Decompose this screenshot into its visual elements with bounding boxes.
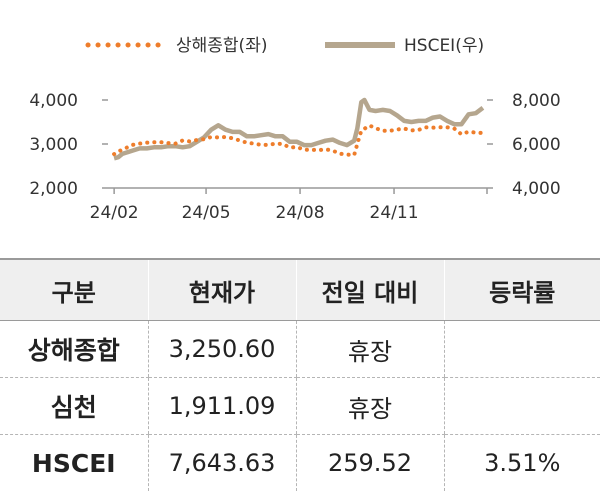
x-tick-label: 24/08	[276, 203, 325, 223]
legend-label-hscei: HSCEI(우)	[404, 36, 484, 56]
header-current-price: 현재가	[148, 259, 296, 321]
row-change-rate	[444, 321, 600, 378]
row-current-price: 7,643.63	[148, 435, 296, 491]
x-tick-label: 24/05	[182, 203, 231, 223]
index-line-chart: 상해종합(좌) HSCEI(우) 24/02 24/05 24/08 24/11 2,0…	[0, 0, 600, 250]
header-change-rate: 등락률	[444, 259, 600, 321]
y-left-tick-label: 4,000	[29, 91, 78, 111]
index-quote-table: 구분 현재가 전일 대비 등락률 상해종합 3,250.60 휴장 심천 1,9…	[0, 258, 600, 491]
row-day-change: 휴장	[296, 321, 444, 378]
y-right-tick-label: 6,000	[512, 135, 561, 155]
row-day-change: 259.52	[296, 435, 444, 491]
table-header-row: 구분 현재가 전일 대비 등락률	[0, 259, 600, 321]
header-day-change: 전일 대비	[296, 259, 444, 321]
legend-label-shanghai: 상해종합(좌)	[176, 36, 267, 56]
table-row: HSCEI 7,643.63 259.52 3.51%	[0, 435, 600, 491]
chart-legend: 상해종합(좌) HSCEI(우)	[88, 36, 484, 56]
x-tick-label: 24/11	[370, 203, 419, 223]
y-left-tick-label: 3,000	[29, 135, 78, 155]
x-tick-label: 24/02	[90, 203, 139, 223]
row-day-change: 휴장	[296, 378, 444, 435]
row-change-rate: 3.51%	[444, 435, 600, 491]
header-category: 구분	[0, 259, 148, 321]
chart-series	[114, 100, 483, 158]
y-left-tick-label: 2,000	[29, 179, 78, 199]
row-current-price: 1,911.09	[148, 378, 296, 435]
y-right-tick-label: 8,000	[512, 91, 561, 111]
table-row: 심천 1,911.09 휴장	[0, 378, 600, 435]
row-current-price: 3,250.60	[148, 321, 296, 378]
series-line-hscei	[114, 100, 483, 158]
y-right-tick-label: 4,000	[512, 179, 561, 199]
row-change-rate	[444, 378, 600, 435]
row-index-name: 심천	[0, 378, 148, 435]
row-index-name: 상해종합	[0, 321, 148, 378]
table-row: 상해종합 3,250.60 휴장	[0, 321, 600, 378]
row-index-name: HSCEI	[0, 435, 148, 491]
